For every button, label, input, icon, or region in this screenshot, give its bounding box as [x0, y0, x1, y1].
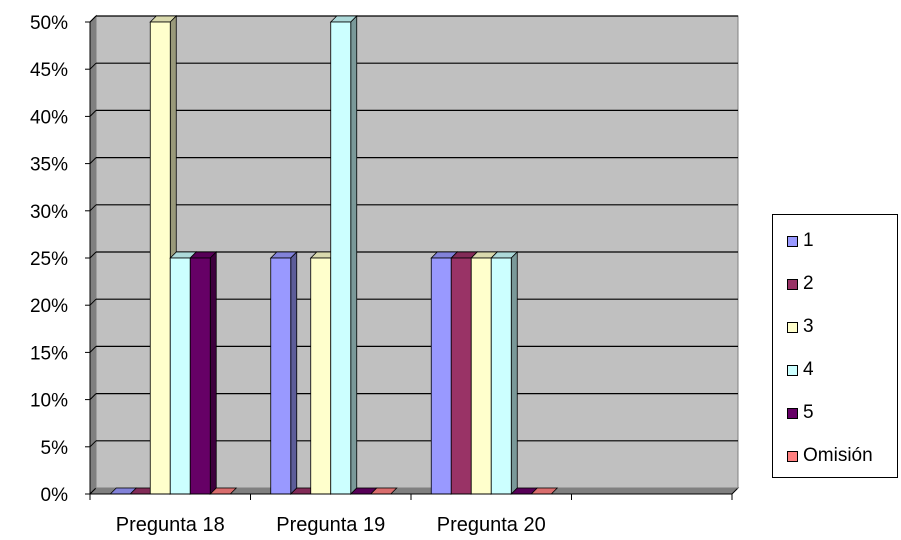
- bar: [189, 251, 218, 495]
- y-tick-label: 25%: [30, 249, 68, 270]
- x-tick-label: Pregunta 20: [437, 514, 546, 536]
- legend-swatch: [787, 450, 798, 462]
- x-tick-label: Pregunta 19: [276, 514, 385, 536]
- y-tick-label: 40%: [30, 107, 68, 128]
- y-tick-label: 20%: [30, 296, 68, 317]
- legend-item: 4: [787, 358, 814, 382]
- legend: 1 2 3 4 5 Omisión: [772, 214, 898, 478]
- bar: [490, 251, 519, 495]
- legend-label: Omisión: [803, 445, 873, 466]
- legend-item: 2: [787, 272, 814, 296]
- gridline-side: [89, 157, 97, 164]
- legend-label: 5: [803, 402, 814, 423]
- gridline-side: [89, 15, 97, 23]
- legend-item: 1: [787, 229, 814, 253]
- legend-swatch: [787, 321, 798, 333]
- y-tick-label: 45%: [30, 60, 68, 81]
- gridline-side: [89, 298, 97, 306]
- legend-item: 5: [787, 401, 814, 425]
- gridline-side: [89, 251, 97, 259]
- legend-swatch: [787, 364, 798, 376]
- gridline-side: [89, 440, 97, 448]
- gridline-side: [89, 62, 97, 70]
- legend-item: Omisión: [787, 444, 873, 468]
- bar: [329, 15, 358, 495]
- y-tick-label: 0%: [41, 485, 69, 506]
- axes: 0% 5% 10% 15% 20% 25% 30% 35% 40% 45% 50% Pregunta …: [30, 13, 733, 536]
- y-tick-label: 35%: [30, 155, 68, 176]
- gridline-side: [89, 110, 97, 117]
- y-tick-label: 30%: [30, 202, 68, 223]
- legend-label: 4: [803, 359, 814, 380]
- y-tick-label: 10%: [30, 391, 68, 412]
- gridline-side: [89, 346, 97, 353]
- y-tick-label: 5%: [41, 438, 69, 459]
- legend-item: 3: [787, 315, 814, 339]
- legend-label: 2: [803, 273, 814, 294]
- y-tick-label: 15%: [30, 343, 68, 364]
- bar: [269, 251, 298, 495]
- legend-swatch: [787, 407, 798, 419]
- legend-swatch: [787, 235, 798, 247]
- gridline-side: [89, 204, 97, 212]
- legend-swatch: [787, 278, 798, 290]
- gridline-side: [89, 393, 97, 400]
- legend-label: 1: [803, 230, 814, 251]
- x-tick-label: Pregunta 18: [116, 514, 225, 536]
- y-tick-label: 50%: [30, 13, 68, 34]
- legend-label: 3: [803, 316, 814, 337]
